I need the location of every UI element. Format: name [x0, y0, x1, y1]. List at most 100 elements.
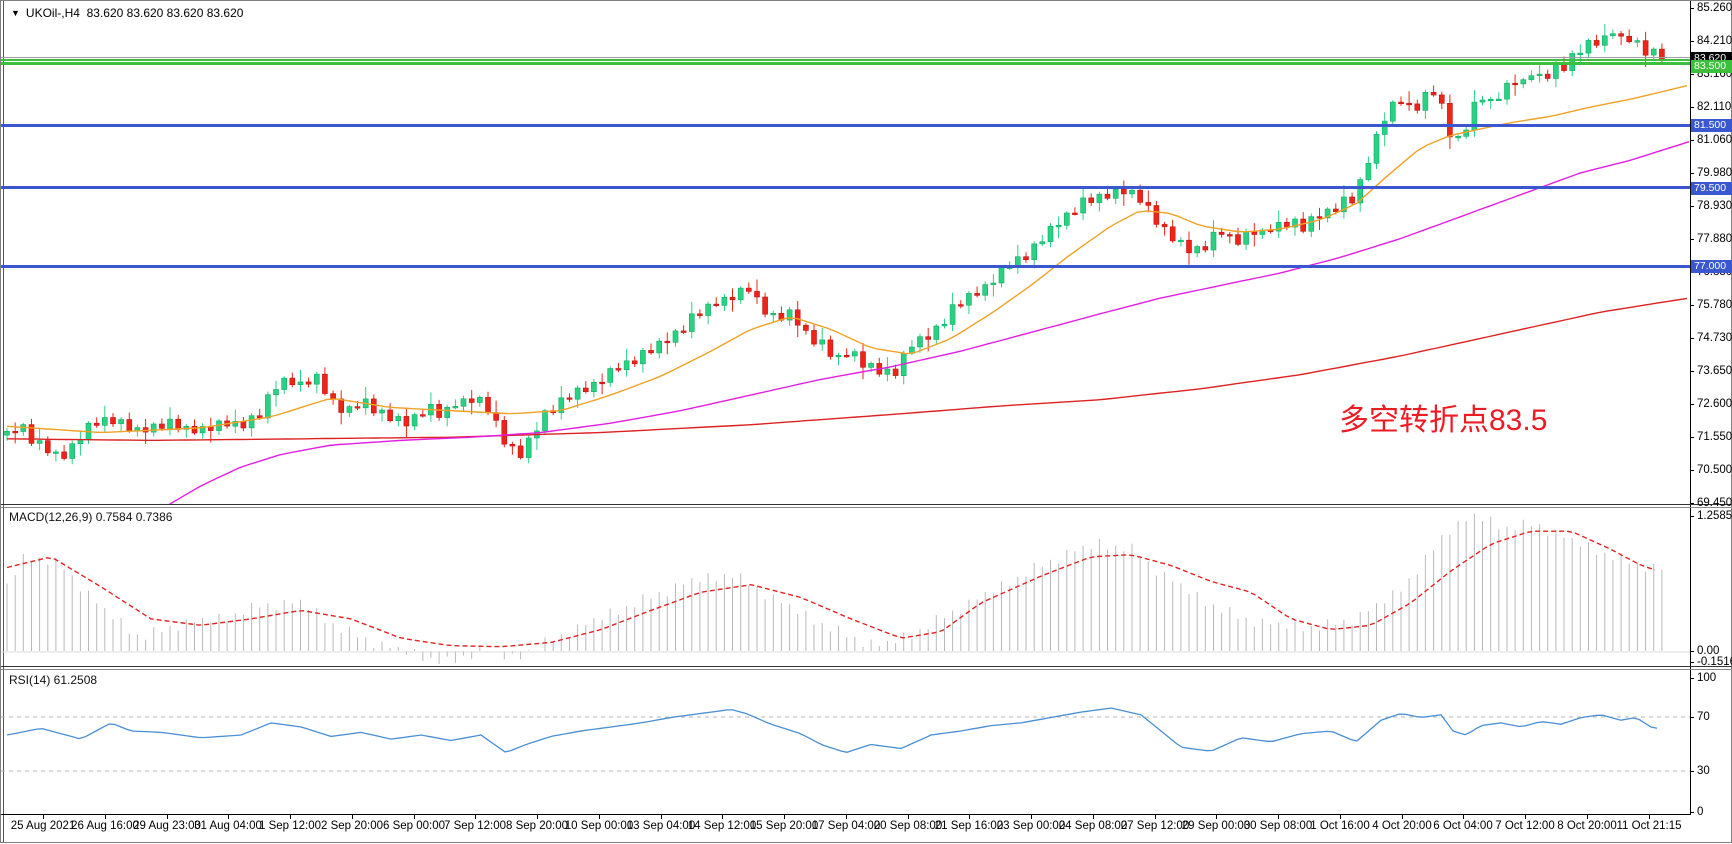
time-tick-mark [1278, 814, 1279, 819]
time-tick-label: 26 Aug 16:00 [71, 820, 139, 832]
rsi-panel-separator[interactable] [1, 669, 1732, 670]
current-price-line[interactable] [1, 57, 1690, 58]
time-tick-mark [475, 814, 476, 819]
time-tick-mark [537, 814, 538, 819]
time-tick-label: 6 Sep 00:00 [382, 820, 446, 832]
green-hline-thin[interactable] [1, 59, 1690, 61]
time-tick-mark [599, 814, 600, 819]
chart-text-annotation[interactable]: 多空转折点83.5 [1339, 404, 1548, 437]
price-tick-mark [1690, 503, 1694, 504]
time-tick-mark [1340, 814, 1341, 819]
time-tick-label: 31 Aug 04:00 [194, 820, 262, 832]
symbol-header: ▼ UKOil-,H4 83.620 83.620 83.620 83.620 [11, 6, 243, 20]
time-tick-mark [43, 814, 44, 819]
time-tick-label: 17 Sep 04:00 [811, 820, 881, 832]
macd-histogram [6, 513, 1663, 665]
time-tick-label: 20 Sep 08:00 [873, 820, 943, 832]
rsi-scale-label-tick [1690, 678, 1694, 679]
time-tick-mark [290, 814, 291, 819]
blue-hline-label-2: 79.500 [1691, 182, 1732, 195]
time-tick-label: 4 Oct 20:00 [1372, 820, 1432, 832]
rsi-scale-label: 0 [1697, 806, 1704, 818]
price-tick-mark [1690, 41, 1694, 42]
price-tick-label: 81.060 [1697, 134, 1732, 146]
time-tick-label: 11 Oct 21:15 [1616, 820, 1682, 832]
price-tick-label: 78.930 [1697, 200, 1732, 212]
macd-panel-bottom-border [1, 666, 1732, 667]
price-tick-label: 70.500 [1697, 464, 1732, 476]
time-tick-mark [1525, 814, 1526, 819]
price-axis[interactable]: 85.260 84.210 83.160 82.110 81.060 79.980 78.9… [1690, 1, 1732, 818]
time-tick-label: 8 Oct 20:00 [1557, 820, 1617, 832]
price-tick-label: 79.980 [1697, 167, 1732, 179]
time-tick-label: 25 Aug 2021 [10, 820, 76, 832]
price-tick-mark [1690, 239, 1694, 240]
time-tick-mark [1402, 814, 1403, 819]
price-tick-label: 84.210 [1697, 35, 1732, 47]
main-panel-bottom-border [1, 504, 1732, 505]
rsi-line [6, 707, 1658, 753]
time-tick-mark [784, 814, 785, 819]
time-tick-mark [414, 814, 415, 819]
time-tick-mark [167, 814, 168, 819]
ma-mid-magenta-line [168, 141, 1690, 506]
green-hline-label: 83.500 [1691, 60, 1732, 73]
rsi-scale-label: 100 [1697, 672, 1717, 684]
time-tick-label: 23 Sep 00:00 [996, 820, 1066, 832]
price-axis-line [1690, 1, 1691, 814]
time-tick-mark [1031, 814, 1032, 819]
ma-slow-red-line [6, 297, 1688, 441]
time-tick-mark [1155, 814, 1156, 819]
time-tick-mark [661, 814, 662, 819]
price-tick-label: 72.600 [1697, 398, 1732, 410]
time-tick-mark [1216, 814, 1217, 819]
time-tick-label: 21 Sep 16:00 [934, 820, 1004, 832]
price-tick-label: 82.110 [1697, 101, 1732, 113]
blue-hline-label-1: 81.500 [1691, 119, 1732, 132]
macd-panel-separator[interactable] [1, 507, 1732, 508]
price-tick-mark [1690, 173, 1694, 174]
time-tick-mark [1463, 814, 1464, 819]
macd-scale-label-tick [1690, 651, 1694, 652]
blue-hline-81500[interactable] [1, 124, 1690, 127]
time-tick-label: 10 Sep 00:00 [564, 820, 634, 832]
time-tick-label: 8 Sep 20:00 [505, 820, 569, 832]
time-tick-mark [1093, 814, 1094, 819]
time-tick-label: 24 Sep 08:00 [1058, 820, 1128, 832]
price-tick-mark [1690, 404, 1694, 405]
price-tick-mark [1690, 470, 1694, 471]
price-tick-label: 75.780 [1697, 299, 1732, 311]
ma-fast-orange-line [6, 85, 1688, 433]
price-tick-mark [1690, 206, 1694, 207]
price-tick-mark [1690, 371, 1694, 372]
macd-scale-label-tick [1690, 516, 1694, 517]
macd-signal-line [6, 530, 1656, 648]
macd-scale-label: 0.00 [1697, 645, 1720, 657]
price-tick-mark [1690, 305, 1694, 306]
price-tick-label: 74.730 [1697, 332, 1732, 344]
blue-hline-77000[interactable] [1, 265, 1690, 268]
time-tick-label: 30 Sep 08:00 [1243, 820, 1313, 832]
ohlc-quotes: 83.620 83.620 83.620 83.620 [86, 6, 244, 20]
green-hline-83500[interactable] [1, 62, 1690, 65]
price-tick-mark [1690, 8, 1694, 9]
price-tick-mark [1690, 338, 1694, 339]
blue-hline-79500[interactable] [1, 186, 1690, 189]
time-tick-label: 7 Sep 12:00 [443, 820, 507, 832]
rsi-scale-label-tick [1690, 717, 1694, 718]
time-tick-mark [1587, 814, 1588, 819]
time-axis[interactable]: 25 Aug 2021 26 Aug 16:00 29 Aug 23:00 31 Au… [1, 814, 1732, 844]
time-tick-label: 29 Aug 23:00 [133, 820, 201, 832]
symbol-dropdown-icon[interactable]: ▼ [11, 8, 20, 18]
time-tick-label: 13 Sep 04:00 [626, 820, 696, 832]
time-tick-label: 29 Sep 00:00 [1181, 820, 1251, 832]
price-tick-mark [1690, 74, 1694, 75]
macd-scale-label: 1.2585 [1697, 510, 1732, 522]
time-tick-mark [1649, 814, 1650, 819]
macd-scale-label: -0.1516 [1697, 656, 1732, 668]
time-tick-label: 15 Sep 20:00 [749, 820, 819, 832]
macd-scale-label-tick [1690, 662, 1694, 663]
candle-bodies [4, 33, 1665, 459]
price-tick-mark [1690, 437, 1694, 438]
